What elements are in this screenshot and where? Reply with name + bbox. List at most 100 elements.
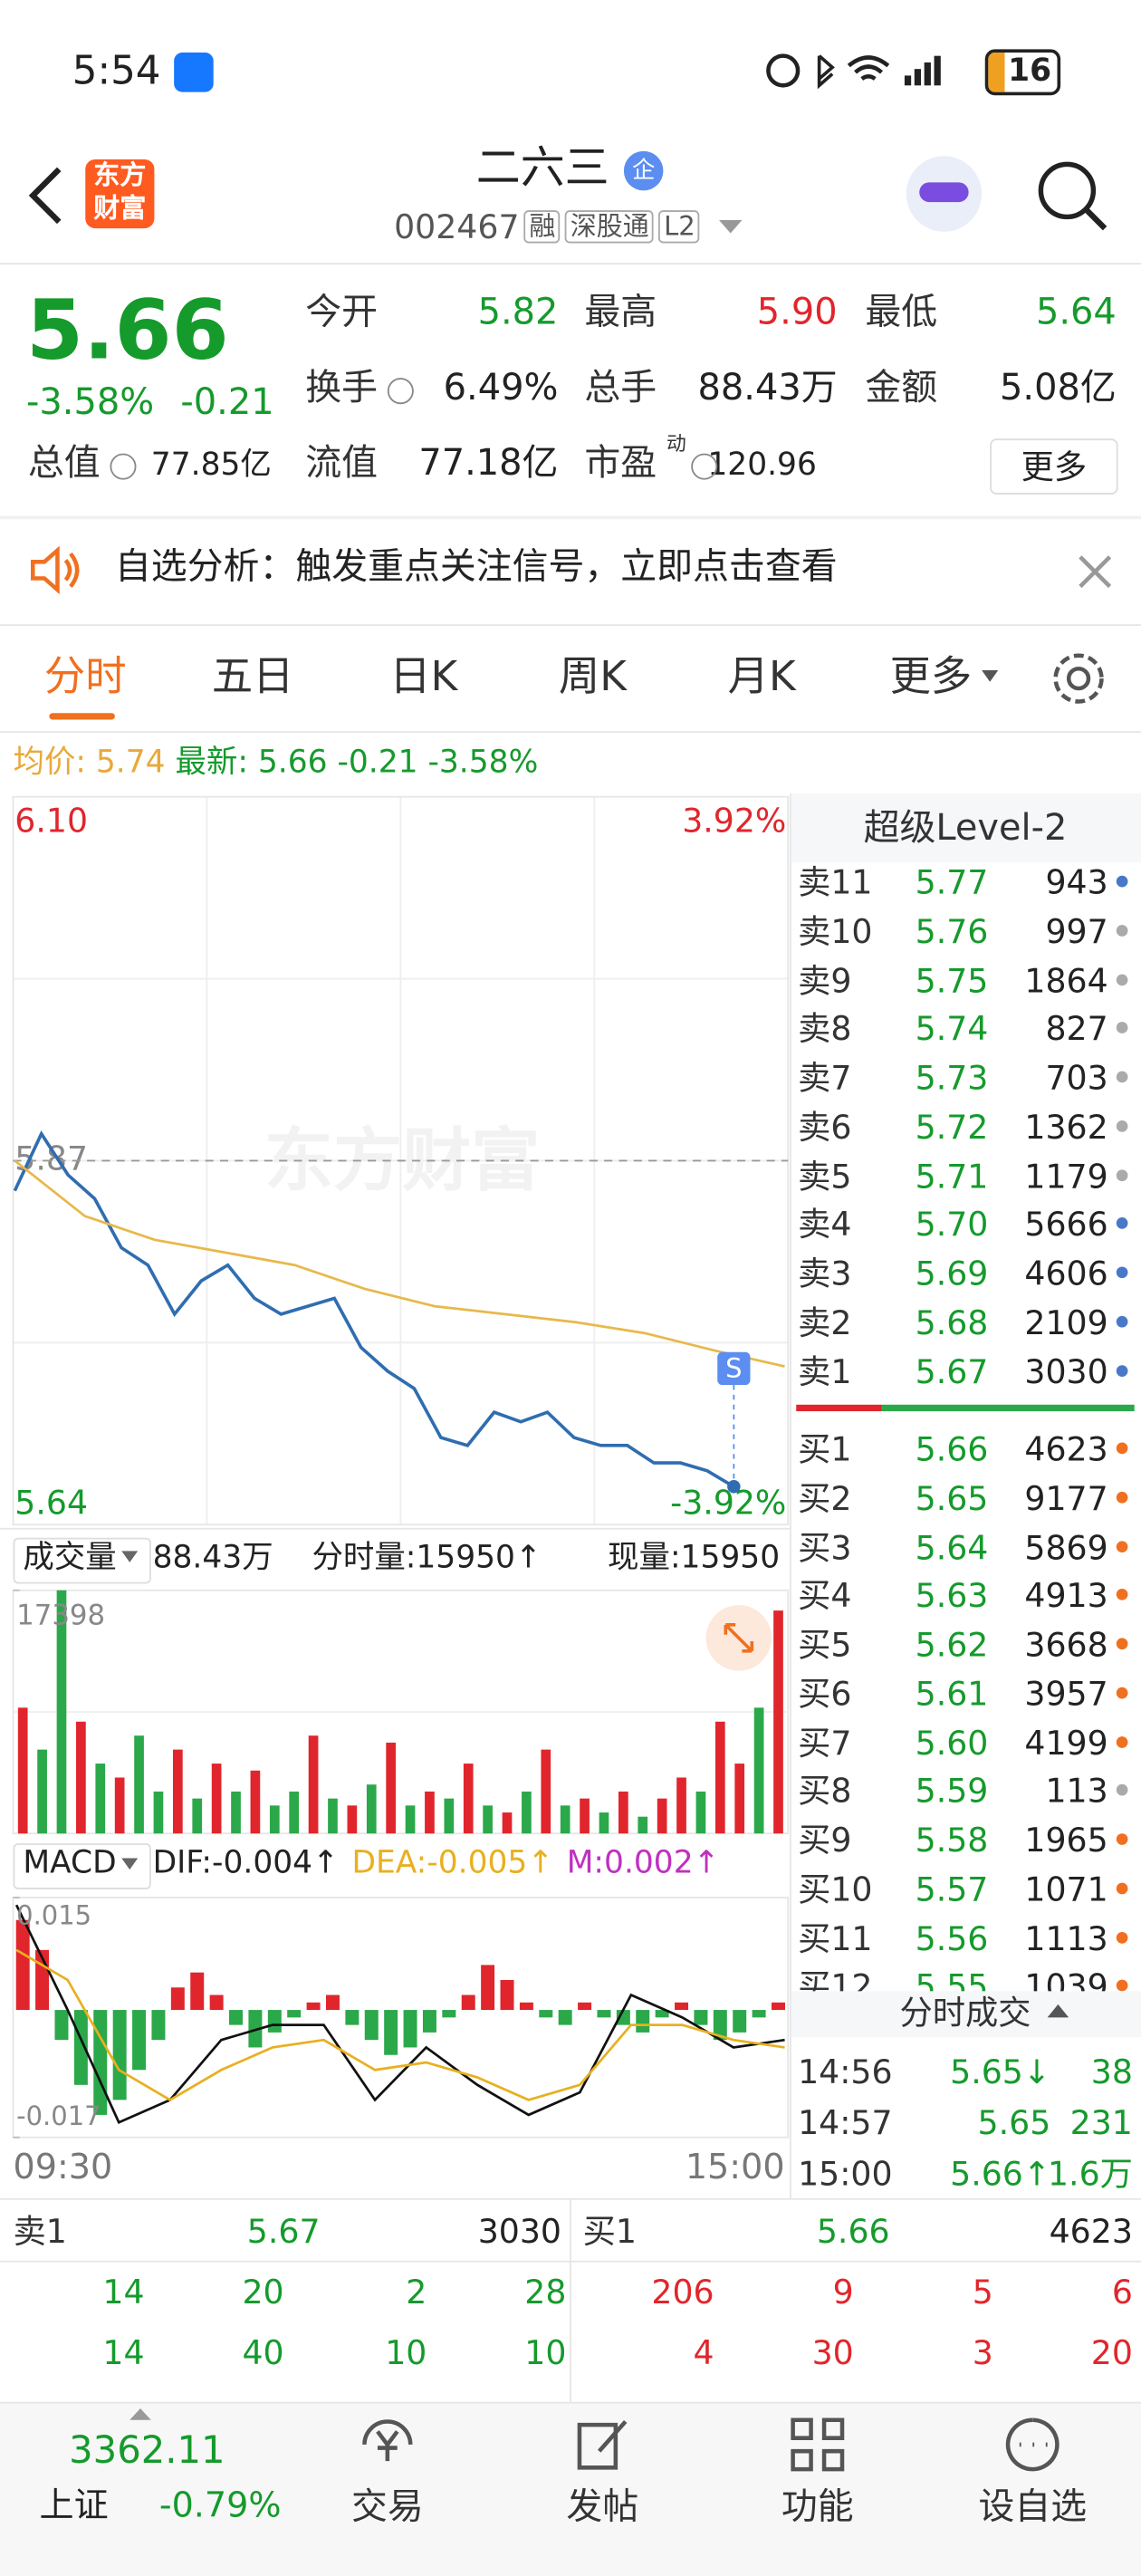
trade-time: 15:00 xyxy=(798,2153,893,2194)
tab[interactable]: 更多 xyxy=(889,652,973,700)
book-dot xyxy=(1116,1217,1128,1230)
macd-bar xyxy=(403,2010,417,2048)
book-dot xyxy=(1116,1442,1128,1455)
change-pct: -3.58% xyxy=(427,744,539,781)
trades-header xyxy=(791,1991,1141,2038)
book-dot xyxy=(1116,1491,1128,1504)
book-volume: 4199 xyxy=(1024,1722,1108,1763)
book-volume: 3030 xyxy=(1024,1350,1108,1391)
volume-bar xyxy=(618,1791,628,1834)
banner-text[interactable]: 自选分析：触发重点关注信号，立即点击查看 xyxy=(114,546,838,589)
macd-selector[interactable] xyxy=(13,1843,151,1889)
depth-order: 28 xyxy=(524,2272,567,2312)
status-icons xyxy=(766,53,941,90)
index-value[interactable]: 3362.11 xyxy=(69,2429,225,2473)
book-level: 买2 xyxy=(798,1477,852,1518)
book-level: 买10 xyxy=(798,1869,873,1909)
close-button[interactable] xyxy=(1077,553,1113,590)
nav-item[interactable]: 交易 xyxy=(350,2487,424,2529)
volume-bar xyxy=(695,1791,706,1834)
tab[interactable]: 五日 xyxy=(211,652,294,700)
more-button[interactable]: 更多 xyxy=(990,438,1118,495)
tag: 深股通 xyxy=(565,210,655,244)
field-label: 最高 xyxy=(584,292,657,334)
search-button[interactable] xyxy=(1034,158,1109,233)
index-name[interactable]: 上证 xyxy=(39,2485,109,2525)
info-icon xyxy=(691,453,718,480)
volume-bar xyxy=(192,1798,203,1834)
field-sup: 动 xyxy=(666,432,686,456)
volume-bar xyxy=(153,1791,164,1834)
book-level: 买1 xyxy=(798,1429,852,1469)
book-dot xyxy=(1116,1315,1128,1328)
dif-line xyxy=(14,1904,785,2124)
book-level: 卖9 xyxy=(798,960,852,1000)
book-volume: 703 xyxy=(1045,1058,1108,1098)
macd-bar xyxy=(713,2010,727,2041)
volume-bar xyxy=(134,1735,144,1834)
tag: L2 xyxy=(658,210,701,244)
volume-bar xyxy=(444,1798,455,1834)
settings-button[interactable] xyxy=(1048,648,1110,710)
collapse-icon xyxy=(1047,2004,1069,2018)
trades-title[interactable]: 分时成交 xyxy=(899,1993,1031,2033)
volume-bar xyxy=(714,1721,725,1834)
dropdown[interactable] xyxy=(719,220,745,236)
time-end: 15:00 xyxy=(685,2147,785,2187)
volume-selector[interactable] xyxy=(13,1537,151,1584)
dif-label: DIF:-0.004↑ xyxy=(152,1844,339,1881)
nav-icon[interactable] xyxy=(1000,2412,1066,2478)
macd-bar xyxy=(519,2002,533,2011)
volume-label[interactable]: 成交量 xyxy=(23,1539,117,1576)
volume-bar xyxy=(76,1721,86,1834)
stock-name: 二六三 xyxy=(475,142,609,195)
tab[interactable]: 周K xyxy=(558,652,627,700)
dropdown-arrow xyxy=(982,670,999,682)
field-value: 5.82 xyxy=(477,292,559,334)
macd-bar xyxy=(733,2010,747,2033)
logo[interactable]: 东方财富 xyxy=(85,159,155,229)
battery-text: 16 xyxy=(1008,53,1052,89)
macd-bar xyxy=(267,2010,282,2033)
book-price: 5.66 xyxy=(915,1429,989,1469)
tab[interactable]: 分时 xyxy=(43,652,127,700)
nav-icon[interactable] xyxy=(355,2412,421,2478)
volume-bar xyxy=(328,1798,338,1834)
trade-volume: 38 xyxy=(1090,2052,1133,2091)
dea-label: DEA:-0.005↑ xyxy=(351,1844,554,1881)
nav-icon[interactable] xyxy=(785,2412,851,2478)
tab[interactable]: 月K xyxy=(727,652,796,700)
m-label: M:0.002↑ xyxy=(566,1844,720,1881)
trade-volume: 231 xyxy=(1069,2102,1133,2143)
book-volume: 3957 xyxy=(1024,1673,1108,1714)
badge: 企 xyxy=(623,150,664,191)
book-price: 5.65 xyxy=(915,1477,989,1518)
volume-bar xyxy=(560,1805,570,1834)
period-volume: 分时量:15950↑ xyxy=(312,1539,542,1576)
macd-bar xyxy=(636,2010,650,2033)
divider xyxy=(0,263,1141,265)
volume-bar xyxy=(17,1707,28,1834)
depth-order: 14 xyxy=(102,2332,145,2373)
nav-icon[interactable] xyxy=(570,2412,636,2478)
assistant-avatar[interactable] xyxy=(906,156,983,232)
volume-bar xyxy=(599,1812,609,1834)
nav-item[interactable]: 设自选 xyxy=(978,2487,1088,2529)
last-price: 5.66 xyxy=(26,282,229,379)
nav-item[interactable]: 功能 xyxy=(781,2487,854,2529)
tab[interactable]: 日K xyxy=(389,652,458,700)
book-volume: 2109 xyxy=(1024,1302,1108,1342)
index-pct[interactable]: -0.79% xyxy=(158,2485,282,2525)
volume-bar xyxy=(347,1805,358,1834)
macd-label[interactable]: MACD xyxy=(23,1844,117,1881)
dropdown xyxy=(121,1551,139,1562)
macd-bar xyxy=(132,2010,147,2071)
book-price: 5.70 xyxy=(915,1204,989,1245)
nav-icon-shape xyxy=(577,2420,628,2470)
book-dot xyxy=(1116,1833,1128,1845)
nav-bar xyxy=(0,2401,1141,2576)
depth-order: 206 xyxy=(651,2272,714,2312)
nav-item[interactable]: 发帖 xyxy=(566,2487,639,2529)
back-button[interactable] xyxy=(20,164,69,226)
dropdown xyxy=(121,1858,139,1870)
